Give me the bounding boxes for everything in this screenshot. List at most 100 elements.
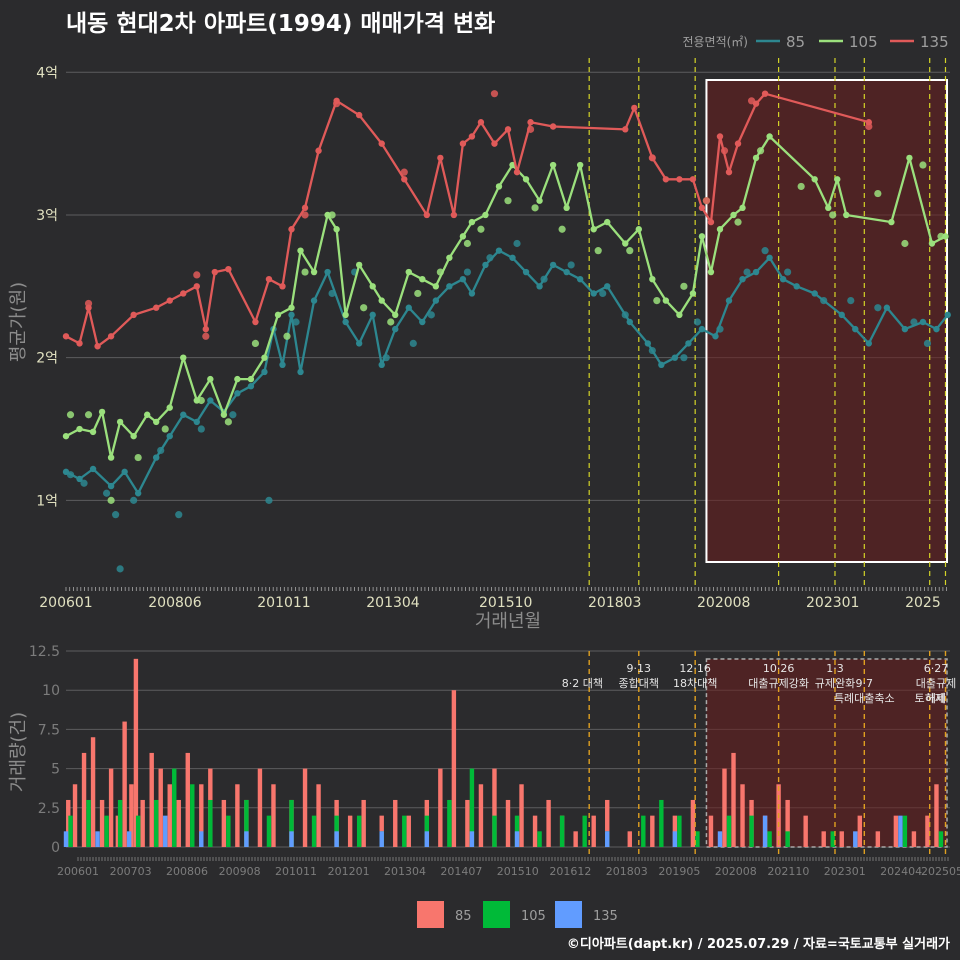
data-point-85 <box>292 318 300 326</box>
line-point-85 <box>134 490 142 497</box>
line-point-85 <box>919 318 927 326</box>
bar-85 <box>393 799 398 847</box>
bar-135 <box>762 815 768 847</box>
bar-105 <box>289 799 294 847</box>
bar-105 <box>402 815 407 847</box>
data-point-85 <box>229 411 237 419</box>
data-point-105 <box>531 204 539 212</box>
bar-105 <box>226 815 231 847</box>
line-point-135 <box>707 218 715 226</box>
line-point-85 <box>121 468 128 476</box>
bar-135 <box>163 815 168 847</box>
bar-85 <box>438 768 443 847</box>
bar-x-tick-label: 200601 <box>57 865 99 878</box>
data-point-105 <box>360 304 368 312</box>
line-point-85 <box>342 318 349 326</box>
data-point-105 <box>414 289 422 298</box>
data-point-85 <box>743 268 751 276</box>
bar-105 <box>311 815 317 847</box>
bar-105 <box>172 768 177 847</box>
line-point-105 <box>576 161 584 169</box>
line-point-135 <box>193 283 200 290</box>
line-point-85 <box>468 290 476 297</box>
data-point-105 <box>84 411 93 419</box>
line-point-105 <box>676 311 683 319</box>
line-point-105 <box>220 411 228 418</box>
line-point-105 <box>98 408 106 416</box>
bar-85 <box>573 831 578 847</box>
bar-85 <box>72 784 78 847</box>
line-point-105 <box>234 375 241 383</box>
policy-label: 6·27 <box>924 662 949 675</box>
line-point-105 <box>604 218 611 226</box>
line-point-135 <box>202 325 210 333</box>
bar-85 <box>99 799 105 847</box>
policy-label: 토허제 <box>915 692 945 705</box>
legend-label-105: 105 <box>849 33 878 51</box>
line-point-105 <box>261 354 268 361</box>
highlight-box <box>705 79 948 563</box>
data-point-85 <box>175 511 183 519</box>
bar-x-tick-label: 200703 <box>110 865 152 878</box>
data-point-135 <box>490 90 499 98</box>
data-point-105 <box>504 197 512 205</box>
line-point-85 <box>752 268 760 276</box>
bar-105 <box>190 784 195 847</box>
bar-85 <box>465 799 470 847</box>
bar-135 <box>334 831 339 847</box>
line-point-105 <box>378 297 385 304</box>
bar-85 <box>271 784 276 847</box>
bar-85 <box>199 784 204 847</box>
data-point-105 <box>626 247 634 255</box>
policy-label: 1·3 <box>826 662 844 675</box>
legend-title: 전용면적(㎡) <box>682 35 748 49</box>
line-point-85 <box>658 361 665 369</box>
bar-105 <box>582 815 587 847</box>
line-point-135 <box>225 266 232 273</box>
line-point-105 <box>635 226 642 233</box>
line-point-85 <box>712 333 719 340</box>
source-caption: ©디아파트(dapt.kr) / 2025.07.29 / 자료=국토교통부 실… <box>566 937 950 952</box>
line-point-85 <box>378 361 385 369</box>
data-point-105 <box>680 282 688 290</box>
bar-x-tick-label: 201407 <box>440 865 482 878</box>
bar-85 <box>875 831 881 847</box>
bar-y-axis-label: 거래량(건) <box>8 712 29 792</box>
line-point-105 <box>739 204 746 212</box>
line-point-85 <box>576 275 584 283</box>
bar-135 <box>289 831 294 847</box>
legend-label-135: 135 <box>920 33 949 51</box>
bar-x-tick-label: 201803 <box>606 865 648 878</box>
bar-85 <box>722 768 727 847</box>
bar-x-tick-label: 202110 <box>767 865 809 878</box>
bar-85 <box>302 768 308 847</box>
bar-105 <box>767 831 772 847</box>
bar-135 <box>126 831 132 847</box>
line-point-85 <box>685 340 692 347</box>
bar-105 <box>117 799 123 847</box>
line-point-105 <box>369 283 376 290</box>
line-point-105 <box>766 133 773 140</box>
line-point-85 <box>626 318 633 326</box>
bar-135 <box>379 831 384 847</box>
bar-85 <box>627 831 632 847</box>
line-point-105 <box>107 454 115 461</box>
bar-85 <box>167 784 172 847</box>
line-point-105 <box>622 240 629 247</box>
data-point-105 <box>387 318 395 326</box>
bar-135 <box>853 831 858 847</box>
bar-legend-label-85: 85 <box>455 909 472 924</box>
line-point-85 <box>62 468 70 476</box>
line-point-105 <box>906 154 913 162</box>
bar-85 <box>839 831 844 847</box>
line-point-105 <box>432 283 440 290</box>
line-point-105 <box>274 311 282 319</box>
data-point-105 <box>829 211 837 219</box>
bar-85 <box>115 815 121 847</box>
bar-105 <box>677 815 682 847</box>
line-point-105 <box>193 397 200 404</box>
line-point-85 <box>279 361 286 369</box>
line-point-85 <box>944 311 951 319</box>
line-point-85 <box>793 283 800 290</box>
line-point-135 <box>211 268 219 276</box>
